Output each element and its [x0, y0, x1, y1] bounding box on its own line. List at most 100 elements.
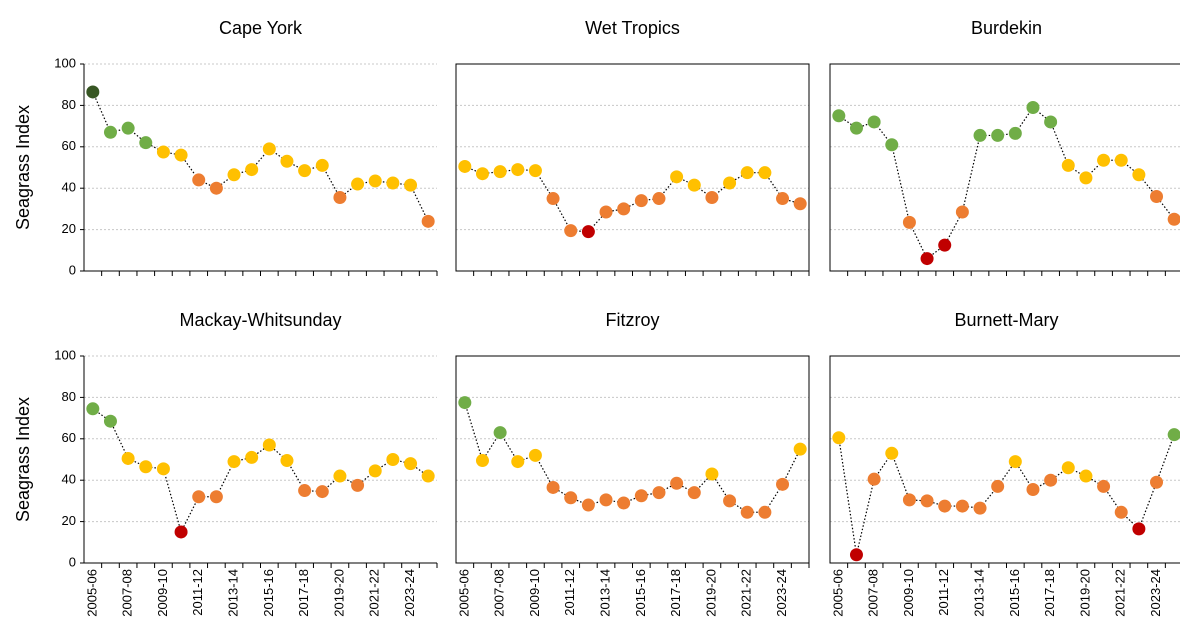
data-point [723, 494, 737, 508]
plot-frame [455, 355, 810, 564]
data-point [973, 501, 987, 515]
data-point [1167, 428, 1180, 442]
data-point [564, 491, 578, 505]
data-point [1114, 505, 1128, 519]
data-point [475, 454, 489, 468]
x-tick-label: 2009-10 [527, 569, 542, 617]
data-point [670, 476, 684, 490]
y-tick-label: 60 [62, 138, 76, 153]
data-point [581, 498, 595, 512]
data-point [955, 205, 969, 219]
data-point [776, 477, 790, 491]
data-point [938, 238, 952, 252]
data-point [1008, 455, 1022, 469]
data-point [298, 164, 312, 178]
data-point [776, 192, 790, 206]
data-point [86, 85, 100, 99]
data-point [1167, 212, 1180, 226]
y-tick-label: 20 [62, 513, 76, 528]
data-point [121, 121, 135, 135]
x-tick-label: 2015-16 [633, 569, 648, 617]
y-tick-label: 100 [54, 347, 76, 362]
panel-title: Wet Tropics [585, 18, 680, 38]
data-point [991, 128, 1005, 142]
x-tick-label: 2023-24 [1148, 569, 1163, 617]
data-point [1044, 473, 1058, 487]
data-point [687, 486, 701, 500]
data-point [867, 472, 881, 486]
data-point [1008, 126, 1022, 140]
data-point [705, 467, 719, 481]
data-point [885, 138, 899, 152]
data-point [298, 484, 312, 498]
series-line [838, 106, 1175, 260]
x-tick-label: 2013-14 [225, 569, 240, 617]
data-point [1097, 479, 1111, 493]
y-tick-label: 40 [62, 472, 76, 487]
data-point [546, 480, 560, 494]
data-point [1079, 469, 1093, 483]
panel-title: Fitzroy [606, 310, 660, 330]
panel-title: Cape York [219, 18, 303, 38]
data-point [174, 148, 188, 162]
data-point [280, 454, 294, 468]
data-point [333, 469, 347, 483]
data-point [599, 493, 613, 507]
data-point [227, 455, 241, 469]
x-tick-label: 2005-06 [84, 569, 99, 617]
plot-frame [829, 63, 1180, 272]
data-point [546, 192, 560, 206]
data-point [156, 145, 170, 159]
data-point [705, 191, 719, 205]
data-point [458, 159, 472, 173]
data-point [670, 170, 684, 184]
data-point [103, 414, 117, 428]
data-point [758, 166, 772, 180]
data-point [687, 178, 701, 192]
data-point [832, 431, 846, 445]
x-tick-label: 2007-08 [120, 569, 135, 617]
data-point [192, 490, 206, 504]
data-point [386, 176, 400, 190]
y-tick-label: 60 [62, 430, 76, 445]
data-point [1132, 522, 1146, 536]
x-tick-label: 2009-10 [155, 569, 170, 617]
data-point [475, 167, 489, 181]
data-point [599, 205, 613, 219]
x-tick-label: 2005-06 [456, 569, 471, 617]
data-point [421, 469, 435, 483]
data-point [404, 457, 418, 471]
x-tick-label: 2009-10 [901, 569, 916, 617]
data-point [368, 174, 382, 188]
data-point [421, 214, 435, 228]
data-point [832, 109, 846, 123]
data-point [634, 489, 648, 503]
data-point [511, 163, 525, 177]
data-point [849, 121, 863, 135]
y-tick-label: 0 [69, 554, 76, 569]
data-point [404, 178, 418, 192]
data-point [139, 460, 153, 474]
x-tick-label: 2021-22 [1113, 569, 1128, 617]
y-tick-label: 40 [62, 180, 76, 195]
data-point [174, 525, 188, 539]
data-point [902, 493, 916, 507]
x-tick-label: 2021-22 [739, 569, 754, 617]
data-point [849, 548, 863, 562]
x-tick-label: 2017-18 [1042, 569, 1057, 617]
data-point [902, 215, 916, 229]
data-point [581, 225, 595, 239]
panel-title: Burnett-Mary [954, 310, 1058, 330]
data-point [209, 181, 223, 195]
data-point [245, 450, 259, 464]
x-tick-label: 2011-12 [190, 569, 205, 616]
data-point [1150, 189, 1164, 203]
data-point [528, 448, 542, 462]
data-point [938, 499, 952, 513]
plot-frame [455, 63, 810, 272]
data-point [867, 115, 881, 129]
data-point [991, 479, 1005, 493]
y-tick-label: 80 [62, 389, 76, 404]
x-tick-label: 2013-14 [597, 569, 612, 617]
data-point [1150, 475, 1164, 489]
